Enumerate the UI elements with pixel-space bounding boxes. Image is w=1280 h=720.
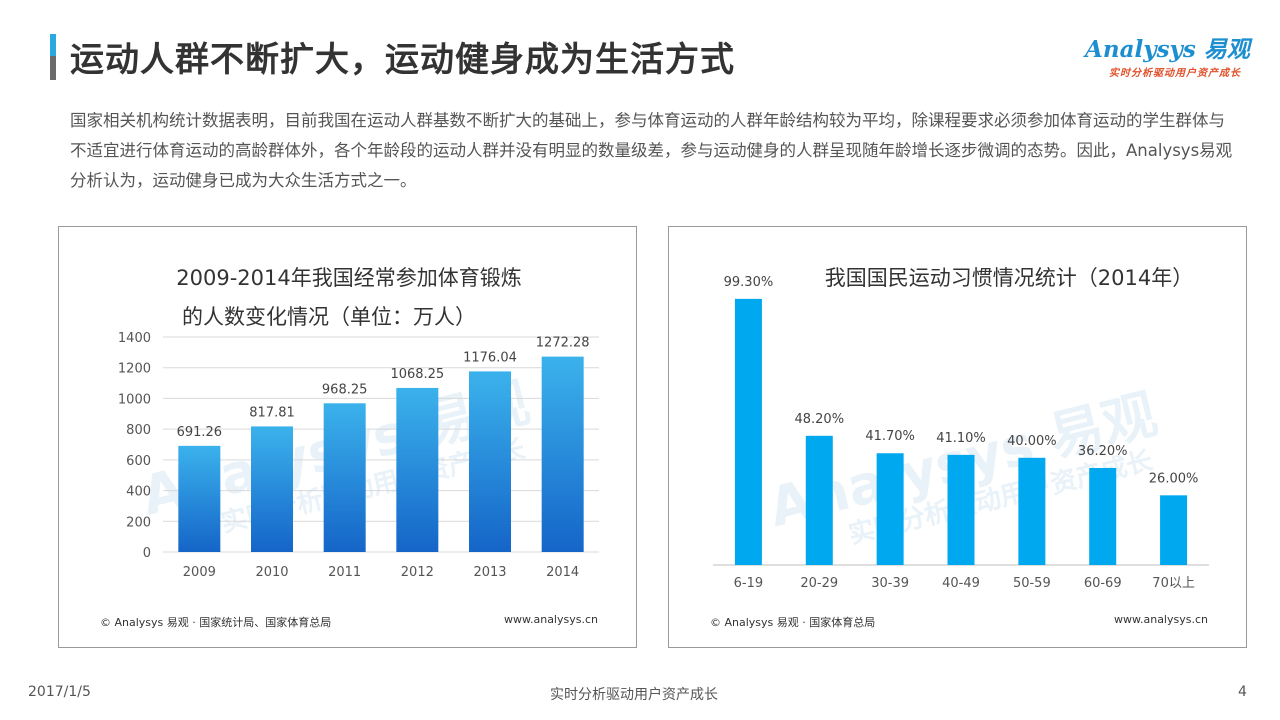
data-label: 36.20% — [1078, 444, 1128, 459]
x-tick-label: 30-39 — [871, 576, 909, 591]
x-tick-label: 50-59 — [1013, 576, 1051, 591]
footer-date: 2017/1/5 — [28, 684, 91, 700]
data-label: 26.00% — [1149, 471, 1199, 486]
x-tick-label: 2012 — [401, 565, 434, 580]
data-label: 1272.28 — [536, 336, 590, 351]
chart-source: © Analysys 易观 · 国家统计局、国家体育总局 — [100, 616, 332, 629]
bar-age-20-29 — [805, 435, 833, 565]
bar-age-6-19 — [734, 298, 762, 565]
data-label: 40.00% — [1007, 434, 1057, 449]
data-label: 691.26 — [177, 425, 223, 440]
data-label: 41.10% — [936, 431, 986, 446]
logo-wordmark: Analysys — [1085, 36, 1196, 63]
x-tick-label: 2011 — [328, 565, 361, 580]
exercise-habits-bar-chart: Analysys 易观 实时分析驱动用户资产成长 我国国民运动习惯情况统计（20… — [713, 266, 1209, 591]
logo-slogan: 实时分析驱动用户资产成长 — [1109, 68, 1241, 79]
data-label: 817.81 — [249, 405, 295, 420]
footer-slogan: 实时分析驱动用户资产成长 — [550, 687, 718, 703]
bar-2009 — [178, 445, 221, 552]
data-label: 41.70% — [865, 429, 915, 444]
chart-title-line-1: 2009-2014年我国经常参加体育锻炼 — [176, 266, 521, 290]
x-tick-label: 2010 — [255, 565, 288, 580]
bar-2012 — [396, 387, 439, 552]
bar-age-30-39 — [876, 453, 904, 565]
page-number: 4 — [1238, 684, 1247, 700]
chart-title: 我国国民运动习惯情况统计（2014年） — [825, 266, 1193, 290]
x-tick-label: 2013 — [473, 565, 506, 580]
bar-2010 — [251, 426, 293, 552]
data-label: 48.20% — [794, 412, 844, 427]
data-label: 1068.25 — [390, 367, 444, 382]
logo-brand: 易观 — [1203, 36, 1250, 63]
participants-bar-chart: Analysys 易观 实时分析驱动用户资产成长 2009-2014年我国经常参… — [118, 266, 599, 580]
x-tick-label: 2009 — [183, 565, 216, 580]
x-tick-label: 40-49 — [942, 576, 980, 591]
title-accent-bar — [50, 34, 56, 80]
y-tick-label: 1000 — [118, 392, 151, 407]
y-tick-label: 600 — [126, 454, 151, 469]
x-tick-label: 2014 — [546, 565, 579, 580]
analysys-logo: Analysys 易观 实时分析驱动用户资产成长 — [1085, 30, 1255, 80]
bar-age-40-49 — [947, 454, 975, 565]
chart-website-link[interactable]: www.analysys.cn — [504, 613, 598, 626]
y-tick-label: 1200 — [118, 362, 151, 377]
x-tick-label: 60-69 — [1084, 576, 1122, 591]
intro-paragraph: 国家相关机构统计数据表明，目前我国在运动人群基数不断扩大的基础上，参与体育运动的… — [70, 111, 1233, 190]
page-title: 运动人群不断扩大，运动健身成为生活方式 — [70, 40, 735, 80]
bar-2014 — [541, 356, 584, 552]
bar-age-50-59 — [1018, 457, 1046, 565]
bar-2011 — [323, 403, 366, 552]
x-tick-label: 20-29 — [800, 576, 838, 591]
bar-2013 — [469, 371, 511, 552]
x-tick-label: 70以上 — [1152, 576, 1195, 591]
chart-source: © Analysys 易观 · 国家体育总局 — [710, 616, 876, 629]
y-tick-label: 800 — [126, 423, 151, 438]
data-label: 968.25 — [322, 382, 368, 397]
chart-website-link[interactable]: www.analysys.cn — [1114, 613, 1208, 626]
y-tick-label: 1400 — [118, 331, 151, 346]
bar-age-70以上 — [1160, 495, 1188, 565]
chart-title-line-2: 的人数变化情况（单位：万人） — [182, 305, 476, 329]
bar-age-60-69 — [1089, 467, 1117, 565]
y-tick-label: 0 — [143, 546, 151, 561]
chart-panel-participants: Analysys 易观 实时分析驱动用户资产成长 2009-2014年我国经常参… — [58, 226, 637, 648]
data-label: 1176.04 — [463, 350, 517, 365]
data-label: 99.30% — [724, 275, 774, 290]
y-tick-label: 400 — [126, 485, 151, 500]
x-tick-label: 6-19 — [734, 576, 764, 591]
chart-panel-exercise-habits: Analysys 易观 实时分析驱动用户资产成长 我国国民运动习惯情况统计（20… — [668, 226, 1247, 648]
y-tick-label: 200 — [126, 515, 151, 530]
